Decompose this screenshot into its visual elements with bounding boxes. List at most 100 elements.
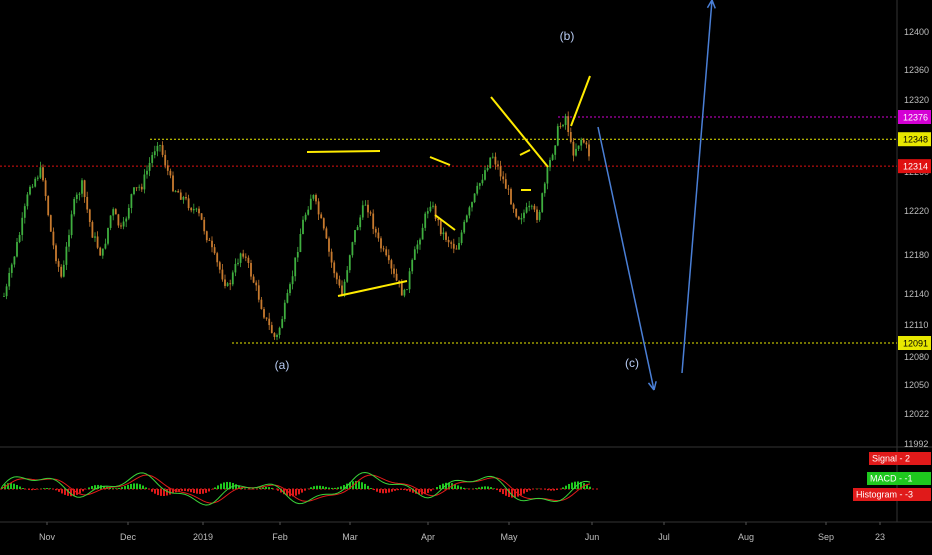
- candle-body: [23, 206, 26, 218]
- candle-body: [65, 246, 68, 265]
- macd-legend-text: Signal - 2: [872, 454, 910, 464]
- candle-body: [36, 177, 39, 179]
- price-label-box: [898, 159, 931, 174]
- candle-body: [437, 218, 440, 221]
- candle-body: [86, 196, 89, 210]
- candle-body: [439, 220, 442, 235]
- candle-body: [424, 213, 427, 228]
- candle-body: [57, 261, 60, 267]
- candle-body: [125, 218, 128, 222]
- candle-body: [112, 209, 115, 216]
- candle-body: [536, 209, 538, 220]
- candle-body: [567, 116, 570, 133]
- wave-label: (b): [560, 29, 575, 43]
- candle-body: [322, 218, 325, 229]
- candle-body: [255, 282, 258, 286]
- candle-body: [491, 156, 494, 158]
- candle-body: [211, 240, 213, 248]
- candle-body: [294, 257, 297, 277]
- price-label-text: 12314: [903, 162, 928, 172]
- candle-body: [556, 126, 559, 146]
- candle-body: [330, 251, 333, 263]
- price-label-text: 12348: [903, 135, 928, 145]
- projection-arrow: [597, 126, 655, 391]
- candle-body: [156, 145, 159, 152]
- macd-legend-text: MACD - -1: [870, 474, 913, 484]
- candle-body: [213, 247, 216, 254]
- candle-body: [564, 116, 567, 125]
- candle-body: [346, 270, 349, 282]
- arrow-head: [711, 0, 716, 9]
- price-label-box: [898, 132, 931, 147]
- candle-body: [588, 144, 590, 157]
- candle-body: [29, 186, 31, 195]
- candle-body: [359, 217, 362, 228]
- candle-body: [250, 262, 252, 277]
- candle-body: [151, 155, 154, 163]
- candle-body: [47, 196, 50, 216]
- candle-body: [364, 204, 367, 206]
- candle-body: [458, 243, 460, 250]
- candle-body: [81, 180, 83, 194]
- candle-body: [372, 213, 375, 229]
- candle-body: [60, 266, 63, 277]
- candle-body: [26, 194, 29, 207]
- candle-body: [120, 225, 122, 227]
- candle-body: [252, 276, 255, 283]
- candle-body: [447, 239, 450, 243]
- candle-body: [356, 227, 359, 231]
- candle-body: [572, 141, 575, 156]
- candle-body: [265, 317, 268, 319]
- candle-body: [335, 273, 338, 280]
- candle-body: [315, 195, 317, 202]
- candle-body: [517, 216, 520, 220]
- candle-body: [179, 192, 182, 200]
- signal-line: [1, 474, 591, 504]
- candle-body: [148, 162, 151, 171]
- date-label: Feb: [272, 532, 288, 542]
- pattern-line: [429, 156, 451, 166]
- candle-body: [68, 235, 70, 247]
- candle-body: [286, 293, 289, 303]
- price-tick-label: 12400: [904, 27, 929, 37]
- price-tick-label: 11992: [904, 439, 928, 449]
- candle-body: [18, 234, 21, 243]
- candle-body: [195, 208, 198, 210]
- candle-body: [426, 211, 429, 214]
- candle-body: [468, 207, 471, 216]
- candle-body: [523, 212, 525, 219]
- date-label: 2019: [193, 532, 213, 542]
- candle-body: [338, 279, 341, 286]
- price-tick-label: 12050: [904, 380, 929, 390]
- candle-body: [101, 248, 104, 256]
- candle-body: [429, 206, 432, 212]
- candle-body: [528, 205, 531, 208]
- price-tick-label: 12022: [904, 409, 929, 419]
- candle-body: [244, 256, 247, 258]
- macd-legend-text: Histogram - -3: [856, 490, 913, 500]
- candle-body: [104, 243, 107, 249]
- date-label: 23: [875, 532, 885, 542]
- pattern-line: [519, 149, 531, 156]
- pattern-line: [490, 96, 549, 168]
- candle-body: [533, 205, 536, 210]
- candle-body: [486, 168, 489, 171]
- price-tick-label: 12320: [904, 95, 929, 105]
- candle-body: [497, 164, 499, 167]
- candle-body: [343, 281, 346, 296]
- candle-body: [130, 194, 133, 208]
- candle-body: [510, 189, 512, 205]
- candle-body: [107, 227, 109, 244]
- candle-body: [135, 187, 138, 189]
- candle-body: [278, 327, 281, 335]
- candle-body: [554, 145, 557, 155]
- candle-body: [361, 205, 364, 218]
- candle-body: [185, 197, 187, 199]
- candle-body: [273, 333, 276, 337]
- candle-body: [489, 157, 492, 169]
- candle-body: [31, 186, 34, 188]
- candle-body: [159, 145, 161, 146]
- candle-body: [369, 212, 372, 214]
- candle-body: [114, 209, 117, 215]
